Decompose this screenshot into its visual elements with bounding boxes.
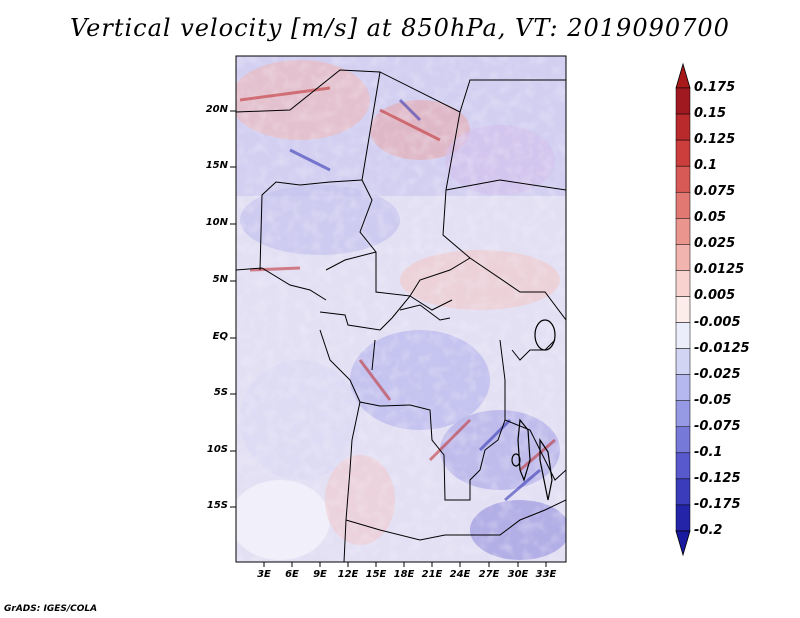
colorbar-segment [675, 348, 691, 375]
colorbar-label: -0.025 [694, 366, 741, 382]
colorbar-bottom-arrow [675, 530, 691, 557]
colorbar-label: 0.125 [694, 132, 736, 148]
country-borders [236, 69, 566, 562]
colorbar-segment [675, 374, 691, 401]
velocity-field [236, 56, 566, 562]
colorbar-label: -0.075 [694, 418, 741, 434]
lat-label: 10S [206, 444, 228, 455]
colorbar-label: -0.125 [694, 470, 741, 486]
colorbar-segment [675, 426, 691, 454]
colorbar-top-arrow [675, 62, 691, 89]
lon-label: 24E [449, 569, 471, 580]
colorbar-label: -0.0125 [694, 340, 750, 356]
lon-label: 3E [257, 569, 271, 580]
colorbar-segment [675, 191, 691, 219]
lon-ticks [263, 562, 547, 567]
credit-text: GrADS: IGES/COLA [4, 604, 98, 614]
lon-label: 21E [421, 569, 443, 580]
colorbar-segment [675, 322, 691, 349]
colorbar-label: 0.175 [694, 80, 736, 95]
colorbar-segment [675, 113, 691, 141]
colorbar-label: -0.175 [694, 496, 741, 512]
lat-ticks [230, 110, 236, 508]
colorbar-label: 0.0125 [694, 262, 745, 278]
colorbar-segment [675, 165, 691, 193]
colorbar-label: -0.2 [694, 523, 723, 538]
lat-label: 20N [205, 104, 228, 115]
colorbar-segment [675, 478, 691, 506]
lat-label: 15S [206, 500, 228, 511]
colorbar [675, 62, 691, 557]
colorbar-label: 0.05 [694, 210, 727, 226]
colorbar-label: 0.075 [694, 184, 736, 200]
colorbar-segment [675, 244, 691, 271]
lat-label: 5N [212, 274, 228, 285]
lon-label: 27E [478, 569, 500, 580]
colorbar-label: 0.1 [694, 158, 718, 174]
colorbar-segment [675, 400, 691, 428]
lat-label: 10N [205, 217, 228, 228]
lon-label: 15E [365, 569, 387, 580]
colorbar-segment [675, 87, 691, 115]
lon-label: 9E [313, 569, 327, 580]
lon-label: 6E [285, 569, 299, 580]
lat-label: EQ [212, 331, 228, 342]
map-title: Vertical velocity [m/s] at 850hPa, VT: 2… [70, 14, 730, 42]
colorbar-label: 0.005 [694, 288, 736, 304]
lon-label: 18E [393, 569, 415, 580]
colorbar-label: -0.05 [694, 392, 732, 408]
map-frame [235, 55, 567, 563]
colorbar-segment [675, 296, 691, 323]
colorbar-segment [675, 504, 691, 532]
lon-label: 12E [337, 569, 359, 580]
colorbar-label: -0.1 [694, 444, 723, 460]
colorbar-label: 0.025 [694, 236, 736, 252]
lon-label: 33E [535, 569, 557, 580]
colorbar-label: 0.15 [694, 106, 727, 122]
colorbar-label: -0.005 [694, 314, 741, 330]
colorbar-segment [675, 139, 691, 167]
colorbar-segment [675, 218, 691, 245]
lat-label: 15N [205, 160, 228, 171]
lat-label: 5S [213, 387, 228, 398]
colorbar-segment [675, 270, 691, 297]
lon-label: 30E [507, 569, 529, 580]
colorbar-segment [675, 452, 691, 480]
